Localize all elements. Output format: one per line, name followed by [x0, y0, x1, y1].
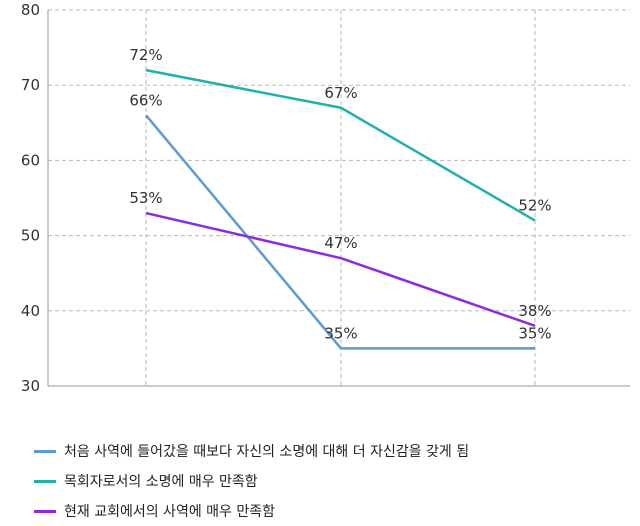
y-tick-label: 70	[21, 76, 40, 94]
y-tick-label: 60	[21, 151, 40, 169]
data-label: 52%	[518, 197, 551, 215]
line-chart: 30405060708020152020202266%35%35%72%67%5…	[21, 1, 630, 395]
data-label: 66%	[129, 91, 162, 109]
series-line-3	[145, 211, 536, 328]
data-label: 67%	[324, 84, 357, 102]
legend-label: 처음 사역에 들어갔을 때보다 자신의 소명에 대해 더 자신감을 갖게 됨	[64, 444, 470, 460]
legend-swatch	[34, 449, 56, 453]
data-label: 35%	[324, 324, 357, 342]
y-tick-label: 50	[21, 227, 40, 245]
legend-swatch	[34, 509, 56, 513]
legend-label: 현재 교회에서의 사역에 매우 만족함	[64, 504, 275, 520]
legend-swatch	[34, 479, 56, 483]
series-line-1	[145, 114, 535, 350]
legend-item: 현재 교회에서의 사역에 매우 만족함	[34, 496, 634, 526]
legend-item: 처음 사역에 들어갔을 때보다 자신의 소명에 대해 더 자신감을 갖게 됨	[34, 436, 634, 466]
y-tick-label: 30	[21, 377, 40, 395]
legend-item: 목회자로서의 소명에 매우 만족함	[34, 466, 634, 496]
data-label: 47%	[324, 234, 357, 252]
y-tick-label: 40	[21, 302, 40, 320]
series-line-2	[145, 68, 536, 222]
legend-label: 목회자로서의 소명에 매우 만족함	[64, 474, 258, 490]
data-label: 53%	[129, 189, 162, 207]
data-label: 35%	[518, 324, 551, 342]
data-label: 72%	[129, 46, 162, 64]
y-tick-label: 80	[21, 1, 40, 19]
data-label: 38%	[518, 302, 551, 320]
